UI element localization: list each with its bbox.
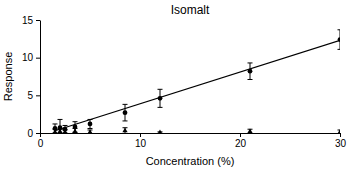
y-axis-title: Response [2,52,14,102]
x-axis-title: Concentration (%) [146,155,235,167]
error-bar [123,104,128,121]
y-axis-line [40,21,41,134]
x-tick: 20 [235,133,247,149]
x-tick-mark [340,133,341,137]
x-tick-label: 0 [38,138,44,149]
point [123,110,128,115]
point [87,129,92,133]
y-tick-label: 10 [22,52,34,63]
series [53,30,341,133]
y-tick-mark [36,20,40,21]
x-axis-line [41,133,341,134]
y-tick-label: 5 [27,90,33,101]
x-tick: 0 [38,133,44,149]
y-tick: 5 [27,90,40,101]
error-bar [73,128,78,133]
x-axis: 0 10 20 30 [38,133,347,149]
point [247,128,252,133]
x-tick-label: 10 [135,138,147,149]
y-tick-label: 0 [27,128,33,139]
error-bar [248,63,253,80]
x-tick-label: 30 [335,138,347,149]
x-tick-mark [240,133,241,137]
title: Isomalt [171,3,210,17]
y-tick-mark [36,133,40,134]
y-tick-mark [36,58,40,59]
error-bar [248,129,253,133]
point [62,129,67,133]
y-tick-label: 15 [22,15,34,26]
y-tick: 15 [22,15,40,26]
x-tick-mark [140,133,141,137]
y-tick-mark [36,95,40,96]
point [88,122,93,127]
point [122,128,127,133]
error-bar [58,119,63,133]
y-axis: 0 5 10 15 [22,15,41,139]
marks [52,30,340,133]
error-bar [338,130,341,133]
y-tick: 0 [27,128,40,139]
plot: 0 10 20 30 0 5 10 15 [22,15,347,149]
point [157,130,162,133]
error-bar [123,128,128,133]
error-bar [53,124,58,133]
x-tick: 30 [335,133,347,149]
x-tick-label: 20 [235,138,247,149]
error-bar [88,130,93,133]
x-tick: 10 [135,133,147,149]
x-tick-mark [40,133,41,137]
error-bar [63,130,68,133]
point [72,128,77,133]
fit-line [55,40,340,130]
y-tick: 10 [22,52,40,63]
series [52,128,340,133]
chart: 0 10 20 30 0 5 10 15 Isomalt Concentration (%) Res… [0,0,358,173]
point [337,129,340,133]
error-bar [338,30,341,50]
